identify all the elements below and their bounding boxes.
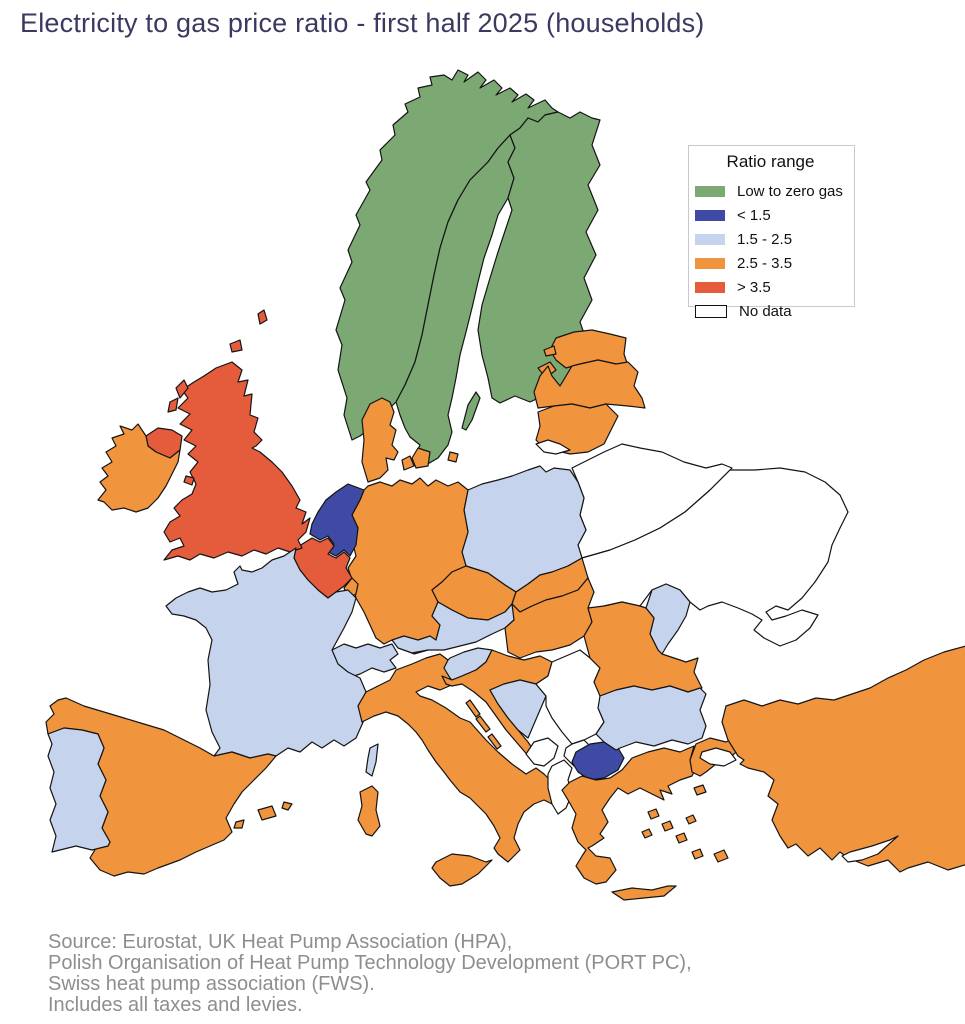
country-united-kingdom (163, 361, 311, 561)
country-austria (391, 601, 521, 654)
island-orkney (229, 339, 243, 353)
legend-label: 1.5 - 2.5 (737, 230, 793, 248)
legend-label: 2.5 - 3.5 (737, 254, 793, 272)
legend-item-gt-3-5: > 3.5 (695, 275, 846, 299)
legend-swatch-2-5-3-5 (695, 257, 725, 269)
island-aegean-6 (691, 848, 704, 860)
island-man (183, 475, 195, 486)
island-hebrides-1 (175, 379, 189, 399)
island-dalmatia-2 (475, 715, 491, 733)
island-aegean-4 (685, 814, 697, 825)
source-line-2: Polish Organisation of Heat Pump Technol… (48, 952, 692, 974)
country-turkey (721, 645, 965, 873)
country-north-macedonia (571, 741, 625, 781)
island-sardinia (357, 785, 381, 837)
source-note: Source: Eurostat, UK Heat Pump Associati… (48, 932, 692, 1016)
island-crete (611, 885, 677, 901)
legend-swatch-low-zero-gas (695, 185, 725, 197)
island-shetland (257, 309, 268, 325)
island-zealand (411, 447, 431, 469)
island-aegean-1 (647, 808, 660, 820)
island-dalmatia-3 (487, 733, 502, 750)
island-funen (401, 455, 415, 471)
legend-label: > 3.5 (737, 278, 771, 296)
island-ibiza (233, 819, 245, 829)
island-sicily (431, 853, 493, 887)
island-rhodes (713, 849, 729, 863)
island-mallorca (257, 805, 277, 821)
legend: Ratio range Low to zero gas < 1.5 1.5 - … (688, 145, 855, 320)
legend-swatch-1-5-2-5 (695, 233, 725, 245)
island-aegean-2 (661, 820, 674, 832)
country-kaliningrad (535, 439, 571, 455)
source-line-4: Includes all taxes and levies. (48, 994, 303, 1016)
country-portugal (47, 727, 111, 853)
island-hebrides-2 (167, 397, 179, 413)
island-bornholm (447, 451, 459, 463)
legend-label: No data (739, 302, 792, 320)
island-aegean-3 (675, 832, 688, 844)
island-dalmatia-1 (465, 699, 481, 718)
marmara-sea (699, 747, 737, 767)
legend-label: Low to zero gas (737, 182, 843, 200)
legend-item-no-data: No data (695, 299, 846, 323)
legend-label: < 1.5 (737, 206, 771, 224)
country-bulgaria (595, 685, 707, 751)
source-line-1: Source: Eurostat, UK Heat Pump Associati… (48, 931, 513, 953)
island-lesbos (693, 784, 707, 796)
country-montenegro (525, 737, 559, 767)
legend-item-low-zero-gas: Low to zero gas (695, 179, 846, 203)
legend-title: Ratio range (726, 152, 815, 171)
island-corsica (365, 743, 379, 777)
legend-item-lt-1-5: < 1.5 (695, 203, 846, 227)
country-greece (561, 745, 695, 885)
island-hiiumaa (543, 345, 557, 357)
legend-swatch-gt-3-5 (695, 281, 725, 293)
country-denmark (361, 397, 399, 483)
country-bosnia (489, 679, 547, 739)
legend-item-1-5-2-5: 1.5 - 2.5 (695, 227, 846, 251)
source-line-3: Swiss heat pump association (FWS). (48, 973, 375, 995)
island-aegean-5 (641, 828, 653, 839)
page-title: Electricity to gas price ratio - first h… (20, 8, 705, 38)
island-menorca (281, 801, 293, 811)
island-gotland (461, 391, 481, 431)
country-romania (583, 601, 703, 697)
legend-swatch-no-data (695, 304, 727, 318)
legend-item-2-5-3-5: 2.5 - 3.5 (695, 251, 846, 275)
legend-swatch-lt-1-5 (695, 209, 725, 221)
country-cyprus (841, 835, 899, 863)
country-albania (547, 759, 573, 815)
country-ireland (97, 423, 181, 513)
